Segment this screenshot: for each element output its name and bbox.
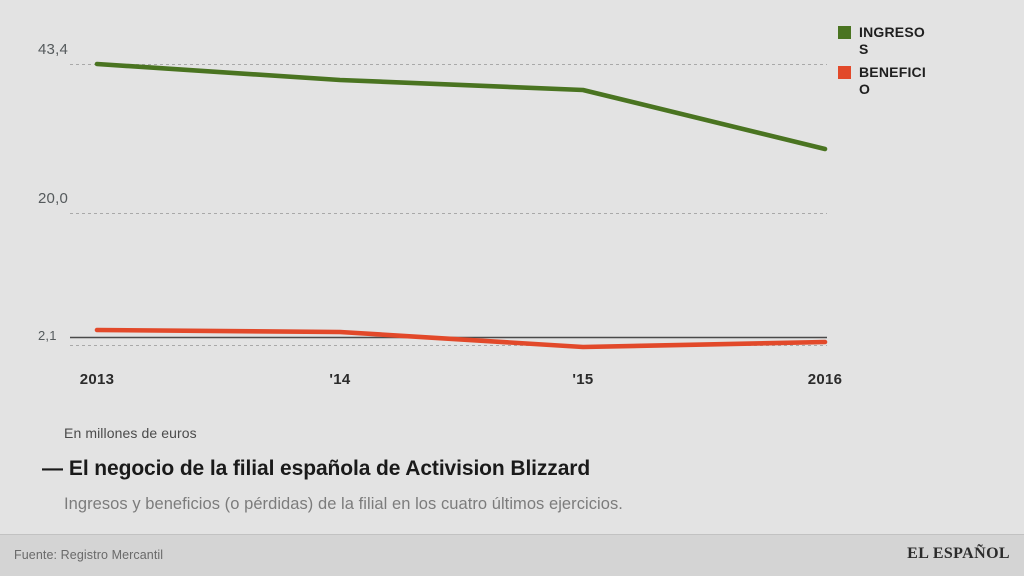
source-label: Fuente: Registro Mercantil xyxy=(14,548,164,562)
footer-bar: Fuente: Registro Mercantil EL ESPAÑOL xyxy=(0,534,1024,576)
x-axis-tick-label: '15 xyxy=(572,371,594,388)
x-axis-tick-label: 2016 xyxy=(807,371,843,388)
chart-headline: — El negocio de la filial española de Act… xyxy=(42,457,964,481)
chart-subheadline: Ingresos y beneficios (o pérdidas) de la… xyxy=(64,495,623,513)
el-espanol-logo: EL ESPAÑOL xyxy=(907,545,1010,562)
legend-swatch-icon xyxy=(838,66,851,79)
y-axis-tick-label: 43,4 xyxy=(38,41,68,58)
legend-item-beneficio: BENEFICIO xyxy=(838,64,1024,98)
chart-plot-area: 43,4 20,0 2,1 2013 '14 '15 2016 xyxy=(38,41,843,388)
chart-caption: En millones de euros — El negocio de la f… xyxy=(42,425,964,514)
legend-item-label: INGRESOS xyxy=(859,24,925,57)
chart-units-note: En millones de euros xyxy=(64,425,197,441)
series-line-ingresos xyxy=(94,61,828,152)
legend-item-label: BENEFICIO xyxy=(859,64,926,97)
y-axis-tick-label: 2,1 xyxy=(38,328,57,343)
series-line-beneficio xyxy=(94,327,828,350)
legend-swatch-icon xyxy=(838,26,851,39)
y-axis-tick-label: 20,0 xyxy=(38,190,68,207)
x-axis-tick-label: 2013 xyxy=(79,371,115,388)
x-axis-tick-label: '14 xyxy=(329,371,351,388)
headline-dash: — xyxy=(42,457,63,480)
headline-text: El negocio de la filial española de Acti… xyxy=(68,457,591,480)
chart-legend: INGRESOS BENEFICIO xyxy=(838,24,1024,104)
legend-item-ingresos: INGRESOS xyxy=(838,24,1024,58)
